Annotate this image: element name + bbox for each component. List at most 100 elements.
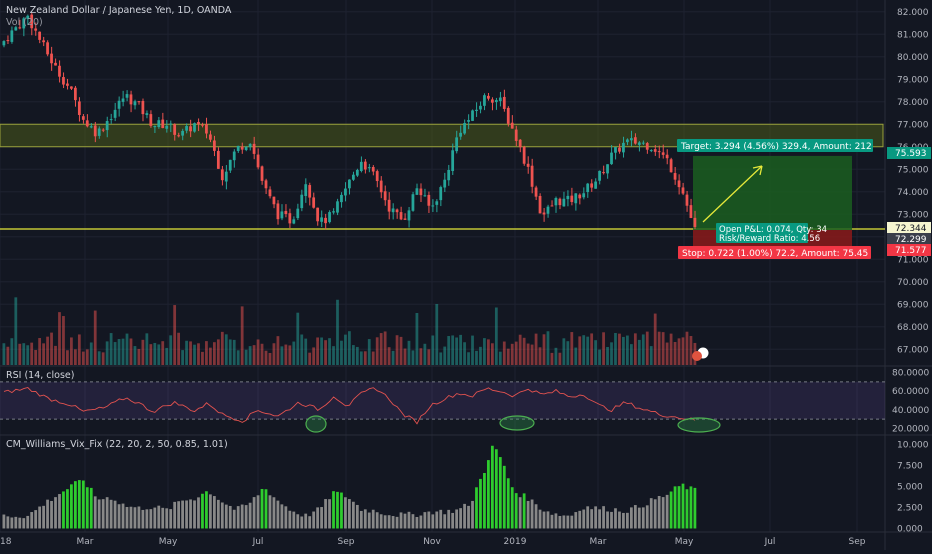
- volume-bar: [280, 346, 284, 365]
- vix-bar: [483, 473, 486, 529]
- candle-body: [62, 77, 65, 85]
- open-pnl-line2: Risk/Reward Ratio: 4.56: [719, 234, 820, 244]
- candle-body: [526, 163, 530, 167]
- vix-bar: [344, 497, 347, 529]
- candle-body: [10, 30, 14, 42]
- vix-tick-label: 5.000: [897, 482, 923, 492]
- candle-body: [248, 143, 252, 148]
- volume-bar: [101, 352, 105, 365]
- candle-body: [487, 95, 490, 99]
- price-tick-label: 73.000: [897, 210, 929, 220]
- vix-bar: [240, 504, 244, 529]
- vix-bar: [574, 512, 578, 529]
- volume-bar: [312, 347, 316, 365]
- vix-bar: [145, 509, 149, 529]
- candle-body: [387, 199, 391, 212]
- candle-body: [244, 146, 248, 151]
- candle-body: [435, 201, 439, 205]
- vix-bar: [77, 480, 81, 529]
- price-badge-stop: [887, 244, 931, 256]
- vix-bar: [614, 508, 617, 529]
- vix-bar: [391, 516, 395, 529]
- candle-body: [113, 109, 117, 118]
- vix-bar: [93, 496, 97, 529]
- vix-bar: [455, 509, 459, 529]
- candle-body: [653, 149, 657, 152]
- vix-bar: [542, 511, 546, 529]
- vix-bar: [89, 487, 93, 529]
- candle-body: [447, 170, 451, 181]
- candle-body: [626, 139, 629, 143]
- vix-bar: [685, 489, 689, 529]
- volume-bar: [546, 331, 550, 365]
- vix-bar: [189, 499, 192, 529]
- volume-bar: [145, 333, 149, 365]
- volume-bar: [2, 343, 6, 365]
- volume-bar: [602, 332, 605, 365]
- volume-bar: [276, 336, 280, 365]
- vix-bar: [379, 514, 383, 529]
- price-badge-level-text: 72.344: [895, 224, 927, 234]
- rsi-oversold-highlight: [305, 415, 327, 433]
- vix-bar: [490, 445, 494, 529]
- candle-body: [137, 101, 141, 103]
- volume-bar: [526, 343, 530, 365]
- volume-bar: [467, 352, 470, 365]
- volume-bar: [403, 348, 407, 365]
- candle-body: [34, 28, 38, 31]
- volume-bar: [189, 341, 192, 365]
- candle-body: [479, 105, 482, 110]
- price-tick-label: 77.000: [897, 120, 929, 130]
- volume-bar: [46, 336, 49, 365]
- volume-bar: [149, 344, 153, 365]
- volume-bar: [562, 338, 566, 365]
- vix-bar: [415, 516, 419, 529]
- candle-body: [296, 208, 300, 219]
- volume-bar: [383, 331, 387, 365]
- volume-bar: [209, 347, 212, 365]
- volume-bar: [97, 351, 101, 365]
- vix-bar: [649, 498, 653, 529]
- vix-bar: [149, 509, 153, 529]
- vix-bar: [602, 506, 605, 529]
- vix-bar: [276, 500, 280, 529]
- candle-body: [598, 170, 601, 181]
- candle-body: [81, 116, 85, 120]
- volume-bar: [320, 337, 323, 365]
- candle-body: [582, 193, 586, 198]
- candle-body: [629, 138, 633, 141]
- vix-bar: [197, 497, 200, 529]
- volume-bar: [348, 331, 351, 365]
- volume-bar: [522, 337, 526, 365]
- candle-body: [340, 194, 343, 203]
- candle-body: [77, 101, 81, 115]
- candle-body: [534, 187, 538, 197]
- vix-bar: [85, 487, 89, 529]
- vix-bar: [121, 503, 125, 529]
- volume-bar: [268, 352, 272, 365]
- target-label: Target: 3.294 (4.56%) 329.4, Amount: 212: [680, 142, 872, 152]
- time-tick-label: 2019: [504, 537, 527, 547]
- time-tick-label: Jul: [252, 537, 264, 547]
- volume-bar: [490, 343, 494, 365]
- vix-bar: [459, 508, 462, 529]
- volume-bar: [153, 342, 157, 365]
- vix-bar: [546, 511, 550, 529]
- time-tick-label: Jul: [764, 537, 776, 547]
- volume-bar: [58, 312, 61, 365]
- vix-bar: [467, 505, 470, 529]
- vix-bar: [18, 517, 22, 529]
- volume-bar: [471, 335, 474, 365]
- vix-bar: [355, 504, 359, 529]
- vix-bar: [165, 508, 169, 529]
- volume-bar: [38, 338, 42, 365]
- volume-bar: [42, 343, 45, 365]
- candle-body: [185, 126, 188, 131]
- vix-bar: [582, 509, 586, 529]
- vix-bar: [383, 515, 387, 529]
- candle-body: [173, 124, 177, 135]
- vix-bar: [657, 495, 661, 529]
- volume-bar: [435, 303, 439, 365]
